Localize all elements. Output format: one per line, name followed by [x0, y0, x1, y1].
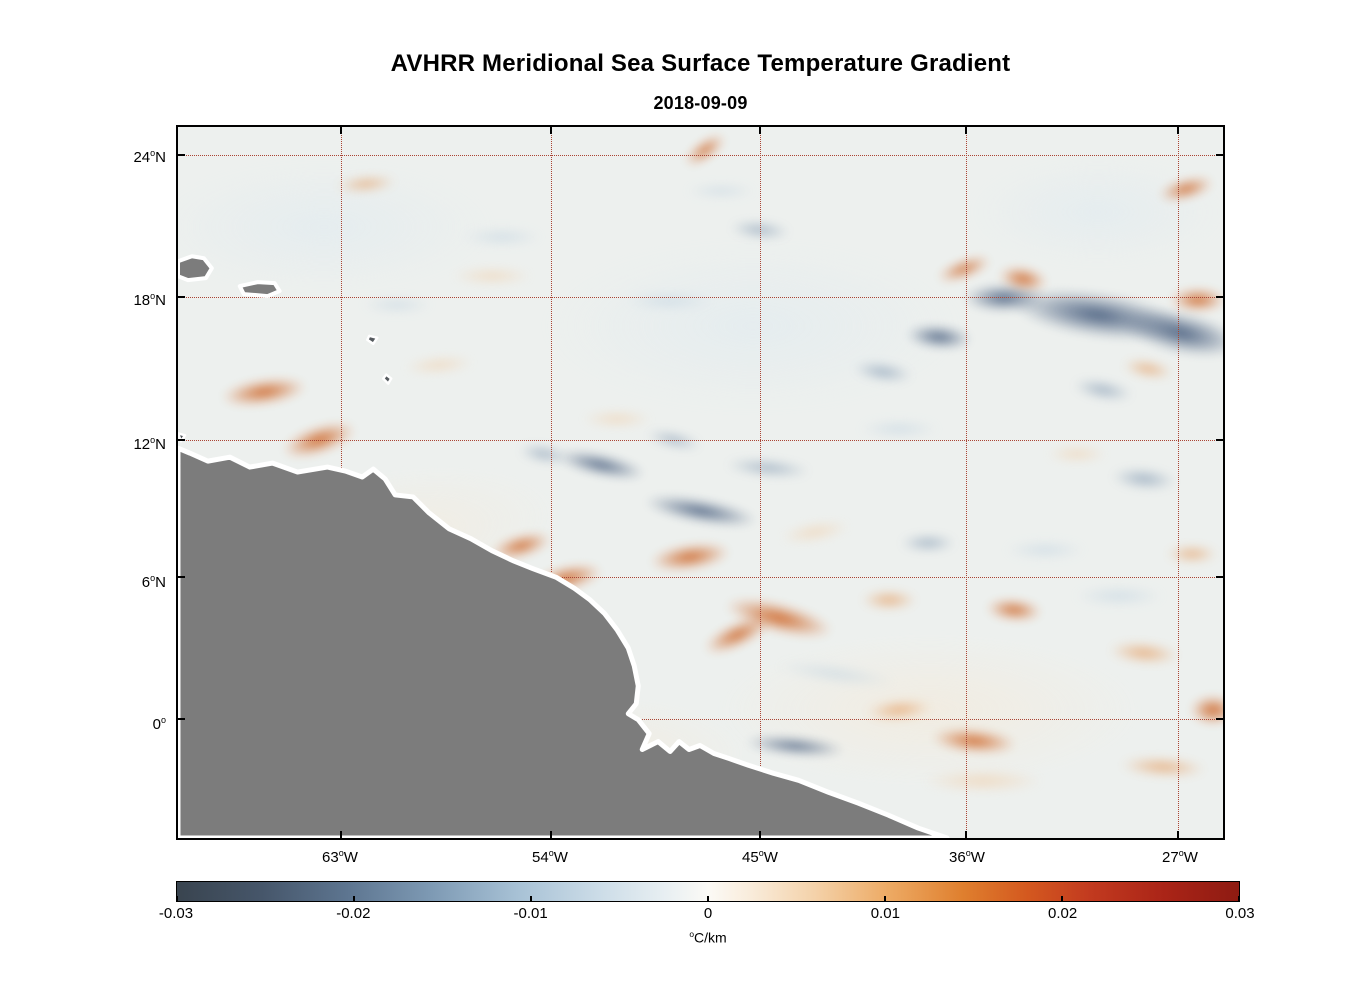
axis-tick	[549, 127, 552, 134]
colorbar-tick	[176, 896, 178, 901]
colorbar-tick	[883, 896, 886, 901]
colorbar-tick	[1238, 896, 1240, 901]
axis-tick	[1216, 717, 1223, 720]
axis-tick	[340, 127, 343, 134]
colorbar-tick-label: 0.01	[870, 905, 900, 922]
field-feature	[1046, 446, 1107, 463]
field-feature	[1073, 586, 1164, 607]
field-feature	[922, 770, 1043, 793]
field-feature	[178, 161, 495, 292]
gridline-vertical	[1178, 127, 1180, 838]
colorbar-tick-label: 0	[703, 905, 713, 922]
colorbar-tick	[1061, 896, 1063, 901]
axis-tick	[1177, 127, 1180, 134]
field-feature	[967, 157, 1223, 268]
field-feature	[859, 420, 940, 439]
field-feature	[1005, 541, 1086, 560]
y-tick-label: 24oN	[133, 148, 166, 167]
axis-tick	[549, 831, 552, 838]
axis-tick	[1216, 296, 1223, 299]
field-feature	[720, 635, 1141, 786]
colorbar-tick-label: 0.03	[1225, 905, 1255, 922]
land-polygon	[366, 334, 379, 346]
axis-tick	[340, 831, 343, 838]
field-feature	[581, 410, 652, 427]
colorbar-tick-label: -0.02	[336, 905, 371, 922]
field-feature	[1170, 289, 1223, 312]
land-polygon	[178, 254, 214, 283]
x-tick-label: 36oW	[949, 848, 985, 866]
field-feature	[686, 183, 757, 198]
colorbar-tick-label: -0.03	[158, 905, 194, 922]
colorbar	[176, 881, 1240, 902]
y-tick-label: 0o	[152, 715, 166, 734]
axis-tick	[178, 439, 185, 442]
colorbar-tick	[529, 896, 532, 901]
field-feature	[624, 292, 715, 311]
chart-title: AVHRR Meridional Sea Surface Temperature…	[390, 50, 1011, 77]
colorbar-tick-label: 0.02	[1048, 905, 1078, 922]
y-tick-label: 12oN	[133, 435, 166, 454]
axis-tick	[1216, 576, 1223, 579]
axis-tick	[178, 153, 185, 156]
x-tick-label: 63oW	[322, 848, 358, 866]
x-tick-label: 27oW	[1162, 848, 1198, 866]
colorbar-tick	[352, 896, 355, 901]
field-feature	[461, 228, 542, 247]
gridline-horizontal	[178, 297, 1223, 299]
axis-tick	[178, 296, 185, 299]
plot-area	[176, 125, 1225, 840]
colorbar-tick-label: -0.01	[513, 905, 548, 922]
y-tick-label: 6oN	[141, 573, 166, 592]
land-polygon	[178, 432, 187, 443]
gridline-horizontal	[178, 440, 1223, 442]
axis-tick	[758, 831, 761, 838]
colorbar-unit-label: oC/km	[689, 929, 727, 946]
axis-tick	[964, 127, 967, 134]
chart-date: 2018-09-09	[653, 93, 748, 113]
gridline-vertical	[759, 127, 761, 838]
axis-tick	[964, 831, 967, 838]
axis-tick	[758, 127, 761, 134]
x-tick-label: 45oW	[742, 848, 778, 866]
gridline-horizontal	[178, 577, 1223, 579]
field-feature	[861, 590, 917, 609]
land-polygon	[381, 373, 393, 385]
gridline-vertical	[965, 127, 967, 838]
gridline-vertical	[550, 127, 552, 838]
gridline-horizontal	[178, 718, 1223, 720]
land-polygon	[178, 445, 950, 838]
x-tick-label: 54oW	[532, 848, 568, 866]
colorbar-tick	[707, 896, 709, 901]
field-feature	[362, 296, 433, 313]
land-polygon	[237, 280, 282, 299]
axis-tick	[1216, 153, 1223, 156]
axis-tick	[178, 717, 185, 720]
land-svg	[178, 254, 950, 838]
field-feature	[451, 268, 532, 285]
field-feature	[542, 241, 963, 412]
axis-tick	[1216, 439, 1223, 442]
axis-tick	[1177, 831, 1180, 838]
gridline-horizontal	[178, 154, 1223, 156]
axis-tick	[178, 576, 185, 579]
field-feature	[900, 534, 956, 551]
y-tick-label: 18oN	[133, 291, 166, 310]
